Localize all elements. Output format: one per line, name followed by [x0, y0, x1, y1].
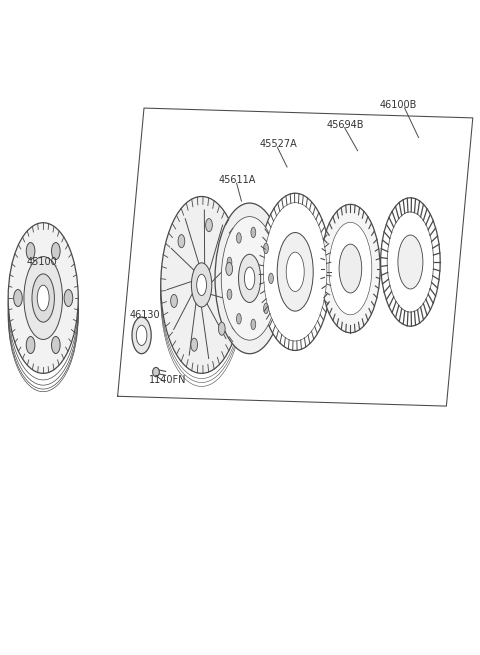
Ellipse shape [132, 317, 151, 354]
Ellipse shape [398, 235, 423, 289]
Ellipse shape [286, 252, 304, 291]
Ellipse shape [264, 202, 327, 341]
Ellipse shape [161, 196, 242, 373]
Ellipse shape [8, 223, 78, 373]
Text: 1140FN: 1140FN [149, 375, 186, 385]
Text: 45611A: 45611A [218, 176, 256, 185]
Text: 46130: 46130 [130, 310, 160, 320]
Ellipse shape [51, 337, 60, 354]
Ellipse shape [259, 193, 331, 350]
Ellipse shape [286, 267, 307, 290]
Ellipse shape [64, 290, 73, 307]
Ellipse shape [321, 204, 380, 333]
Ellipse shape [171, 294, 178, 307]
Ellipse shape [244, 267, 255, 290]
Ellipse shape [381, 198, 440, 326]
Ellipse shape [218, 322, 225, 335]
Ellipse shape [136, 326, 147, 345]
Ellipse shape [37, 285, 49, 311]
Ellipse shape [24, 257, 62, 339]
Ellipse shape [251, 227, 256, 238]
Ellipse shape [387, 212, 433, 312]
Ellipse shape [329, 222, 372, 315]
Ellipse shape [264, 243, 268, 253]
Ellipse shape [197, 274, 206, 295]
Ellipse shape [339, 244, 362, 293]
Ellipse shape [26, 242, 35, 259]
Ellipse shape [227, 257, 232, 268]
Ellipse shape [153, 367, 159, 377]
Ellipse shape [227, 289, 232, 299]
Text: 45527A: 45527A [259, 140, 297, 149]
Ellipse shape [264, 303, 268, 314]
Text: 46100B: 46100B [379, 100, 417, 110]
Ellipse shape [237, 314, 241, 324]
Ellipse shape [13, 290, 22, 307]
Ellipse shape [51, 242, 60, 259]
Ellipse shape [277, 233, 313, 311]
Ellipse shape [32, 274, 54, 322]
Ellipse shape [191, 338, 198, 351]
Text: 45100: 45100 [26, 257, 57, 267]
Ellipse shape [178, 234, 185, 248]
Ellipse shape [226, 263, 232, 276]
Ellipse shape [192, 263, 212, 307]
Ellipse shape [215, 203, 284, 354]
Ellipse shape [239, 254, 261, 303]
Ellipse shape [26, 337, 35, 354]
Ellipse shape [205, 219, 212, 232]
Ellipse shape [251, 319, 256, 329]
Ellipse shape [269, 273, 274, 284]
Ellipse shape [237, 233, 241, 243]
Ellipse shape [221, 217, 278, 340]
Text: 45694B: 45694B [326, 120, 364, 130]
